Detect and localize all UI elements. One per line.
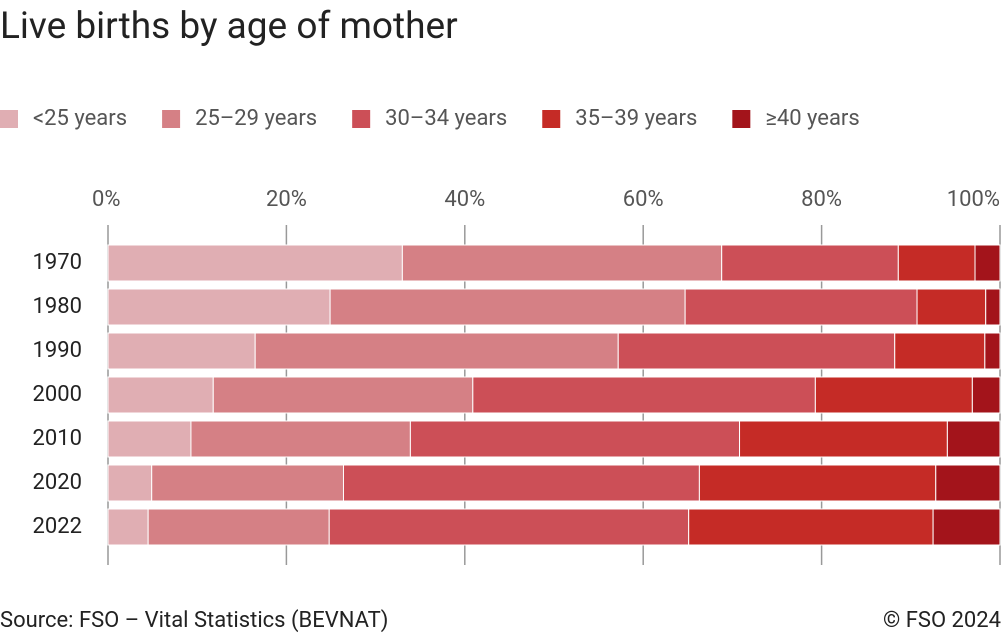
bar-segment — [107, 288, 331, 326]
bar-segment — [916, 288, 987, 326]
bar-segment — [107, 508, 149, 546]
legend-swatch — [732, 110, 751, 128]
bar-segment — [617, 332, 896, 370]
bar-segment — [401, 244, 723, 282]
bar-segment — [472, 376, 816, 414]
x-tick-label: 100% — [947, 187, 1000, 212]
legend-label: 30–34 years — [385, 106, 507, 131]
y-tick-label: 2010 — [33, 426, 82, 451]
x-tick-label: 40% — [444, 187, 485, 212]
bar-segment — [985, 288, 1001, 326]
bar-segment — [894, 332, 986, 370]
bar-segment — [409, 420, 741, 458]
y-tick-label: 1980 — [33, 294, 82, 319]
bar-segment — [739, 420, 948, 458]
x-tick-label: 0% — [92, 187, 120, 212]
bar-segment — [107, 332, 256, 370]
bar-segment — [897, 244, 976, 282]
y-tick-label: 2020 — [33, 470, 82, 495]
bar-segment — [698, 464, 937, 502]
y-tick-label: 2000 — [33, 382, 82, 407]
bar-segment — [328, 508, 690, 546]
bar-segment — [721, 244, 899, 282]
bar-segment — [974, 244, 1001, 282]
legend-swatch — [0, 110, 18, 128]
bar-segment — [688, 508, 934, 546]
bar-segment — [329, 288, 686, 326]
legend-label: 25–29 years — [195, 106, 317, 131]
chart-title: Live births by age of mother — [0, 5, 458, 48]
x-tick-label: 60% — [623, 187, 664, 212]
copyright: © FSO 2024 — [883, 608, 1001, 633]
bar-segment — [932, 508, 1001, 546]
source: Source: FSO – Vital Statistics (BEVNAT) — [0, 608, 388, 633]
y-tick-label: 1970 — [33, 250, 82, 275]
bar-segment — [342, 464, 700, 502]
bar-segment — [107, 420, 192, 458]
x-tick-label: 80% — [801, 187, 842, 212]
legend-label: ≥40 years — [765, 106, 859, 131]
x-tick-label: 20% — [266, 187, 307, 212]
bar-segment — [684, 288, 918, 326]
bar-segment — [151, 464, 344, 502]
legend-swatch — [162, 110, 181, 128]
y-tick-label: 1990 — [33, 338, 82, 363]
legend-swatch — [352, 110, 371, 128]
y-tick-label: 2022 — [33, 514, 82, 539]
bar-segment — [971, 376, 1001, 414]
bar-segment — [212, 376, 474, 414]
bar-segment — [984, 332, 1001, 370]
bar-segment — [814, 376, 973, 414]
legend-label: <25 years — [33, 106, 127, 131]
bar-segment — [107, 376, 214, 414]
legend-swatch — [542, 110, 561, 128]
bar-segment — [946, 420, 1001, 458]
bar-segment — [147, 508, 330, 546]
legend-label: 35–39 years — [575, 106, 697, 131]
bar-segment — [935, 464, 1001, 502]
bar-segment — [107, 244, 403, 282]
bar-segment — [254, 332, 619, 370]
bar-segment — [107, 464, 153, 502]
bar-segment — [190, 420, 411, 458]
